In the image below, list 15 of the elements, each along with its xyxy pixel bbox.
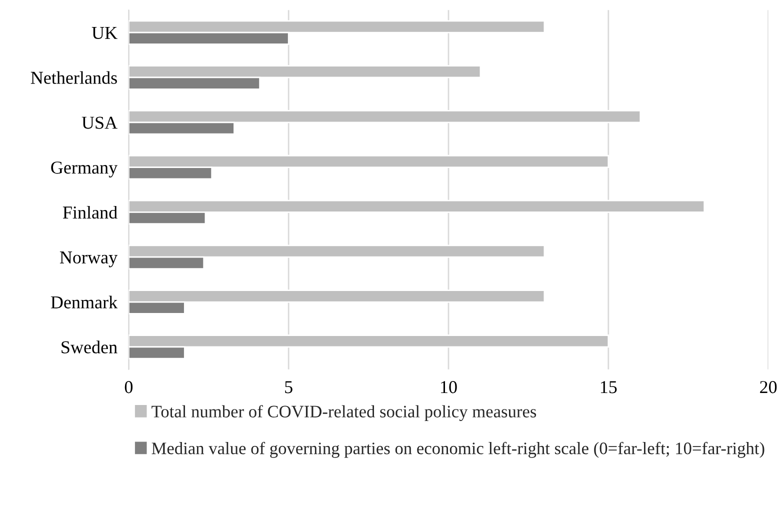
- y-tick-label: Netherlands: [30, 71, 117, 84]
- x-tick-label: 15: [600, 381, 617, 394]
- y-tick-label: UK: [92, 27, 118, 40]
- y-tick-label: Norway: [60, 252, 118, 268]
- y-tick-label: Germany: [51, 162, 118, 178]
- legend-label: Total number of COVID-related social policy measures: [152, 405, 536, 422]
- y-tick-label: Denmark: [50, 296, 118, 308]
- x-tick-label: 0: [124, 381, 133, 394]
- y-tick-label: USA: [82, 116, 118, 129]
- x-tick-label: 20: [760, 381, 777, 394]
- x-tick-label: 5: [285, 381, 292, 394]
- y-tick-label: Finland: [62, 206, 118, 219]
- y-tick-label: Sweden: [62, 340, 118, 354]
- x-tick-label: 10: [441, 381, 457, 394]
- legend-label: Median value of governing parties on economic left-right scale (0=far-left; 10=far-right): [152, 442, 764, 458]
